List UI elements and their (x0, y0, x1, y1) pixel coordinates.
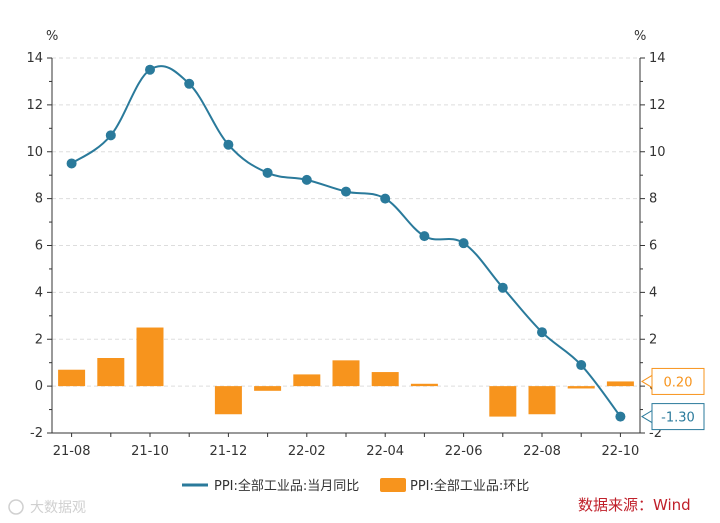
line-point (262, 167, 273, 178)
line-point (105, 130, 116, 141)
left-axis-unit: % (46, 29, 58, 44)
bar (371, 372, 399, 387)
x-tick-label: 21-12 (210, 444, 248, 459)
callout-box (651, 367, 705, 395)
right-y-tick-label: 6 (649, 239, 657, 254)
line-point (615, 411, 626, 422)
legend: PPI:全部工业品:当月同比 PPI:全部工业品:环比 (182, 478, 529, 494)
x-tick-label: 22-02 (288, 444, 326, 459)
x-tick-label: 21-08 (53, 444, 91, 459)
legend-bar-swatch (380, 478, 406, 492)
left-y-tick-label: 12 (26, 98, 43, 113)
bar (528, 386, 556, 415)
callout: -1.30 (641, 403, 705, 431)
bar (567, 386, 595, 389)
left-y-tick-label: -2 (30, 426, 43, 441)
bar (58, 369, 86, 387)
right-y-tick-label: 12 (649, 98, 666, 113)
bar (606, 381, 634, 387)
left-y-tick-label: 8 (35, 192, 43, 207)
line-point (66, 158, 77, 169)
left-y-tick-label: 0 (35, 379, 43, 394)
right-y-tick-label: 14 (649, 51, 666, 66)
line-point (223, 139, 234, 150)
callout-value: 0.20 (664, 375, 693, 390)
bar (97, 358, 125, 387)
line-point (419, 231, 430, 242)
ticks: -202468101214-20246810121421-0821-1021-1… (26, 51, 665, 459)
bar (410, 383, 438, 387)
legend-label-line: PPI:全部工业品:当月同比 (214, 478, 359, 494)
bar (293, 374, 321, 387)
bar (332, 360, 360, 387)
x-tick-label: 22-06 (445, 444, 483, 459)
line-point (576, 360, 587, 371)
x-tick-label: 22-04 (366, 444, 404, 459)
line-point (301, 174, 312, 185)
right-y-tick-label: 4 (649, 285, 657, 300)
watermark-text: 大数据观 (30, 500, 86, 516)
x-tick-label: 22-10 (602, 444, 640, 459)
left-y-tick-label: 4 (35, 285, 43, 300)
right-y-tick-label: 8 (649, 192, 657, 207)
callout-pointer (641, 409, 653, 424)
line-point (184, 78, 195, 89)
watermark-logo-icon (8, 499, 24, 515)
line-point (380, 193, 391, 204)
callout-value: -1.30 (661, 411, 695, 426)
bar (136, 327, 164, 387)
left-y-tick-label: 14 (26, 51, 43, 66)
right-axis-unit: % (634, 29, 646, 44)
left-y-tick-label: 2 (35, 332, 43, 347)
left-y-tick-label: 6 (35, 239, 43, 254)
callout-box (651, 403, 705, 431)
line-point (145, 64, 155, 75)
source-label: 数据来源：Wind (578, 496, 691, 514)
bar (254, 386, 282, 391)
bar (489, 386, 517, 417)
watermark: 大数据观 (8, 499, 86, 516)
line-points (66, 64, 626, 422)
left-y-tick-label: 10 (26, 145, 43, 160)
line-point (458, 238, 469, 249)
right-y-tick-label: 2 (649, 332, 657, 347)
line-point (341, 186, 351, 197)
x-tick-label: 22-08 (523, 444, 561, 459)
bar-series (58, 327, 634, 417)
end-value-callouts: 0.20 -1.30 (641, 367, 705, 431)
bar (214, 386, 242, 415)
right-y-tick-label: 10 (649, 145, 666, 160)
line-point (497, 282, 508, 293)
line-point (537, 327, 547, 338)
x-tick-label: 21-10 (131, 444, 169, 459)
legend-label-bar: PPI:全部工业品:环比 (410, 478, 529, 494)
callout: 0.20 (641, 367, 705, 395)
